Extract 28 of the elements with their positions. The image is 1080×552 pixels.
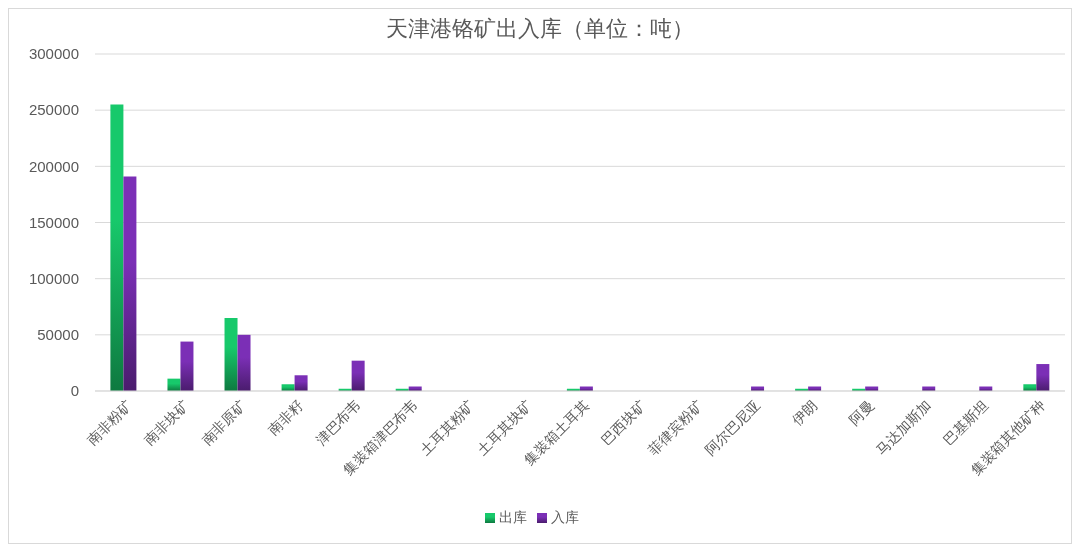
x-tick-label: 阿尔巴尼亚: [701, 397, 763, 459]
x-tick-label: 津巴布韦: [312, 397, 364, 449]
x-tick-label: 阿曼: [845, 397, 877, 429]
x-tick-label: 南非籽: [265, 397, 307, 439]
bar: [180, 341, 194, 391]
bar: [351, 360, 365, 391]
bar: [294, 375, 308, 391]
y-tick-label: 250000: [28, 101, 79, 119]
legend-label: 出库: [499, 509, 527, 525]
y-tick-label: 0: [70, 382, 79, 400]
x-tick-label: 巴基斯坦: [940, 397, 991, 449]
x-tick-label: 南非原矿: [198, 397, 250, 449]
y-tick-label: 200000: [28, 157, 79, 175]
x-tick-label: 南非粉矿: [84, 397, 136, 449]
x-tick-label: 土耳其粉矿: [416, 397, 478, 459]
x-tick-label: 伊朗: [788, 397, 820, 429]
chart-title: 天津港铬矿出入库（单位：吨）: [386, 16, 694, 41]
bar: [110, 104, 124, 391]
legend-label: 入库: [551, 509, 579, 525]
bar: [237, 334, 251, 391]
y-tick-label: 100000: [28, 269, 79, 287]
y-tick-label: 150000: [28, 213, 79, 231]
y-tick-label: 300000: [28, 45, 79, 63]
y-tick-label: 50000: [37, 326, 79, 344]
bar: [224, 317, 238, 391]
bar: [1036, 364, 1050, 391]
x-tick-label: 南非块矿: [141, 397, 193, 449]
bar: [123, 176, 137, 391]
